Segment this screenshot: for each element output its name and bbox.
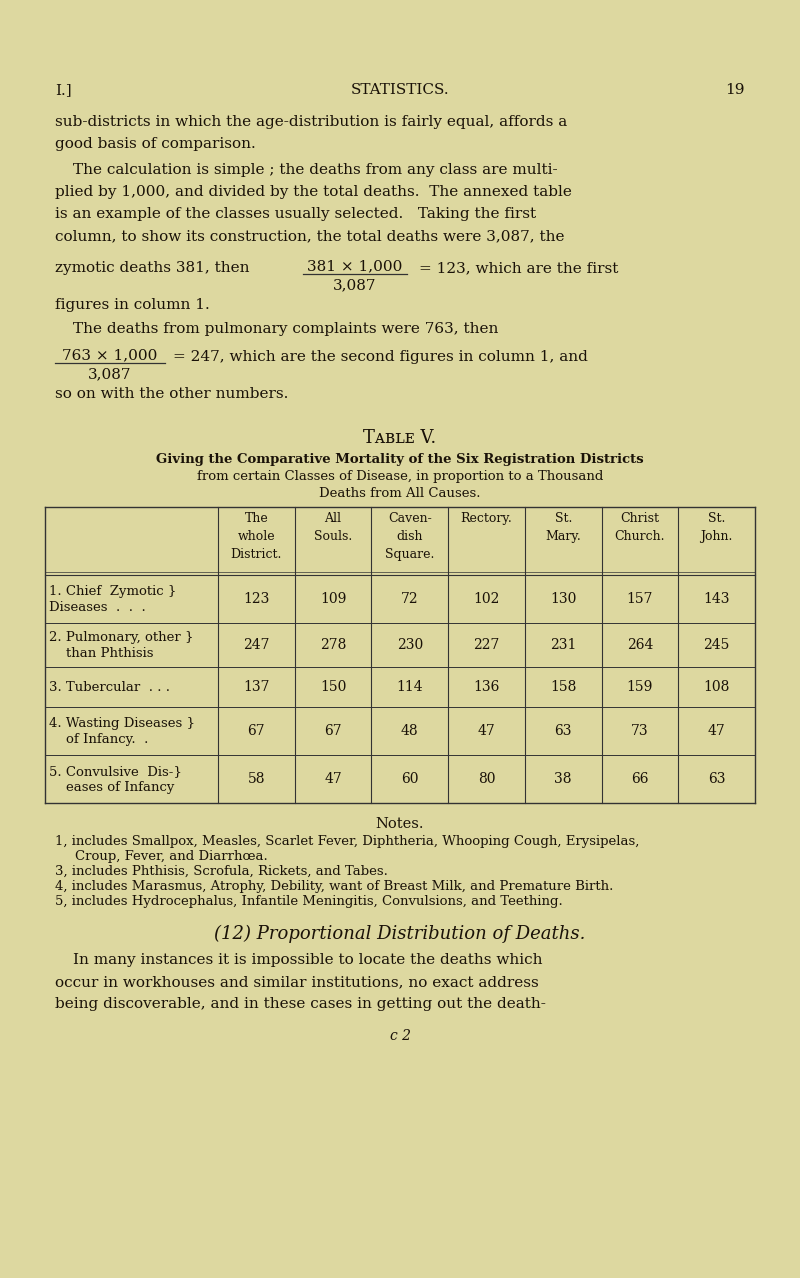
Text: 4, includes Marasmus, Atrophy, Debility, want of Breast Milk, and Premature Birt: 4, includes Marasmus, Atrophy, Debility,… bbox=[55, 881, 614, 893]
Text: being discoverable, and in these cases in getting out the death-: being discoverable, and in these cases i… bbox=[55, 997, 546, 1011]
Text: 136: 136 bbox=[474, 680, 500, 694]
Text: = 123, which are the first: = 123, which are the first bbox=[419, 261, 618, 275]
Text: zymotic deaths 381, then: zymotic deaths 381, then bbox=[55, 261, 250, 275]
Text: In many instances it is impossible to locate the deaths which: In many instances it is impossible to lo… bbox=[73, 953, 542, 967]
Text: 143: 143 bbox=[703, 592, 730, 606]
Text: 73: 73 bbox=[631, 725, 649, 737]
Text: 245: 245 bbox=[703, 638, 730, 652]
Text: 48: 48 bbox=[401, 725, 418, 737]
Text: 63: 63 bbox=[708, 772, 726, 786]
Text: 130: 130 bbox=[550, 592, 577, 606]
Text: 381 × 1,000: 381 × 1,000 bbox=[307, 259, 402, 273]
Text: Giving the Comparative Mortality of the Six Registration Districts: Giving the Comparative Mortality of the … bbox=[156, 452, 644, 466]
Text: Croup, Fever, and Diarrhœa.: Croup, Fever, and Diarrhœa. bbox=[75, 850, 268, 863]
Text: 38: 38 bbox=[554, 772, 572, 786]
Text: 137: 137 bbox=[243, 680, 270, 694]
Text: The deaths from pulmonary complaints were 763, then: The deaths from pulmonary complaints wer… bbox=[73, 322, 498, 336]
Text: All
Souls.: All Souls. bbox=[314, 512, 352, 543]
Text: 1, includes Smallpox, Measles, Scarlet Fever, Diphtheria, Whooping Cough, Erysip: 1, includes Smallpox, Measles, Scarlet F… bbox=[55, 835, 639, 849]
Text: plied by 1,000, and divided by the total deaths.  The annexed table: plied by 1,000, and divided by the total… bbox=[55, 185, 572, 199]
Text: so on with the other numbers.: so on with the other numbers. bbox=[55, 387, 288, 401]
Text: 47: 47 bbox=[708, 725, 726, 737]
Text: 47: 47 bbox=[324, 772, 342, 786]
Text: figures in column 1.: figures in column 1. bbox=[55, 298, 210, 312]
Text: 1. Chief  Zymotic }: 1. Chief Zymotic } bbox=[49, 585, 176, 598]
Text: 60: 60 bbox=[401, 772, 418, 786]
Text: 102: 102 bbox=[474, 592, 500, 606]
Text: c 2: c 2 bbox=[390, 1029, 410, 1043]
Text: 2. Pulmonary, other }: 2. Pulmonary, other } bbox=[49, 631, 194, 644]
Text: 67: 67 bbox=[324, 725, 342, 737]
Text: of Infancy.  .: of Infancy. . bbox=[49, 734, 148, 746]
Text: is an example of the classes usually selected.   Taking the first: is an example of the classes usually sel… bbox=[55, 207, 536, 221]
Text: good basis of comparison.: good basis of comparison. bbox=[55, 137, 256, 151]
Text: 47: 47 bbox=[478, 725, 495, 737]
Text: 5. Convulsive  Dis-}: 5. Convulsive Dis-} bbox=[49, 766, 182, 778]
Text: 3,087: 3,087 bbox=[88, 367, 132, 381]
Text: 763 × 1,000: 763 × 1,000 bbox=[62, 348, 158, 362]
Text: column, to show its construction, the total deaths were 3,087, the: column, to show its construction, the to… bbox=[55, 229, 565, 243]
Text: The
whole
District.: The whole District. bbox=[230, 512, 282, 561]
Text: 108: 108 bbox=[703, 680, 730, 694]
Text: 19: 19 bbox=[726, 83, 745, 97]
Text: STATISTICS.: STATISTICS. bbox=[350, 83, 450, 97]
Text: I.]: I.] bbox=[55, 83, 72, 97]
Text: Deaths from All Causes.: Deaths from All Causes. bbox=[319, 487, 481, 500]
Text: St.
John.: St. John. bbox=[701, 512, 733, 543]
Text: 157: 157 bbox=[626, 592, 653, 606]
Text: 230: 230 bbox=[397, 638, 423, 652]
Text: 247: 247 bbox=[243, 638, 270, 652]
Text: 278: 278 bbox=[320, 638, 346, 652]
Text: 264: 264 bbox=[626, 638, 653, 652]
Text: from certain Classes of Disease, in proportion to a Thousand: from certain Classes of Disease, in prop… bbox=[197, 470, 603, 483]
Text: St.
Mary.: St. Mary. bbox=[546, 512, 581, 543]
Text: = 247, which are the second figures in column 1, and: = 247, which are the second figures in c… bbox=[173, 350, 588, 364]
Text: 80: 80 bbox=[478, 772, 495, 786]
Text: Caven-
dish
Square.: Caven- dish Square. bbox=[385, 512, 434, 561]
Text: 5, includes Hydrocephalus, Infantile Meningitis, Convulsions, and Teething.: 5, includes Hydrocephalus, Infantile Men… bbox=[55, 895, 562, 907]
Text: occur in workhouses and similar institutions, no exact address: occur in workhouses and similar institut… bbox=[55, 975, 538, 989]
Text: 58: 58 bbox=[248, 772, 265, 786]
Text: 227: 227 bbox=[474, 638, 500, 652]
Text: sub-districts in which the age-distribution is fairly equal, affords a: sub-districts in which the age-distribut… bbox=[55, 115, 567, 129]
Text: 114: 114 bbox=[397, 680, 423, 694]
Text: Notes.: Notes. bbox=[376, 817, 424, 831]
Text: 3. Tubercular  . . .: 3. Tubercular . . . bbox=[49, 681, 170, 694]
Text: 4. Wasting Diseases }: 4. Wasting Diseases } bbox=[49, 717, 195, 730]
Text: 158: 158 bbox=[550, 680, 577, 694]
Text: 72: 72 bbox=[401, 592, 418, 606]
Text: 150: 150 bbox=[320, 680, 346, 694]
Text: 123: 123 bbox=[243, 592, 270, 606]
Text: 231: 231 bbox=[550, 638, 577, 652]
Text: Rectory.: Rectory. bbox=[461, 512, 512, 525]
Text: (12) Proportional Distribution of Deaths.: (12) Proportional Distribution of Deaths… bbox=[214, 925, 586, 943]
Text: eases of Infancy: eases of Infancy bbox=[49, 781, 174, 794]
Text: 159: 159 bbox=[626, 680, 653, 694]
Text: than Phthisis: than Phthisis bbox=[49, 647, 154, 659]
Text: 66: 66 bbox=[631, 772, 649, 786]
Text: Christ
Church.: Christ Church. bbox=[614, 512, 665, 543]
Text: The calculation is simple ; the deaths from any class are multi-: The calculation is simple ; the deaths f… bbox=[73, 164, 558, 176]
Text: 3, includes Phthisis, Scrofula, Rickets, and Tabes.: 3, includes Phthisis, Scrofula, Rickets,… bbox=[55, 865, 388, 878]
Text: 67: 67 bbox=[247, 725, 265, 737]
Text: Diseases  .  .  .: Diseases . . . bbox=[49, 601, 146, 613]
Text: 109: 109 bbox=[320, 592, 346, 606]
Text: 63: 63 bbox=[554, 725, 572, 737]
Text: 3,087: 3,087 bbox=[334, 279, 377, 291]
Text: Tᴀʙʟᴇ V.: Tᴀʙʟᴇ V. bbox=[363, 429, 437, 447]
